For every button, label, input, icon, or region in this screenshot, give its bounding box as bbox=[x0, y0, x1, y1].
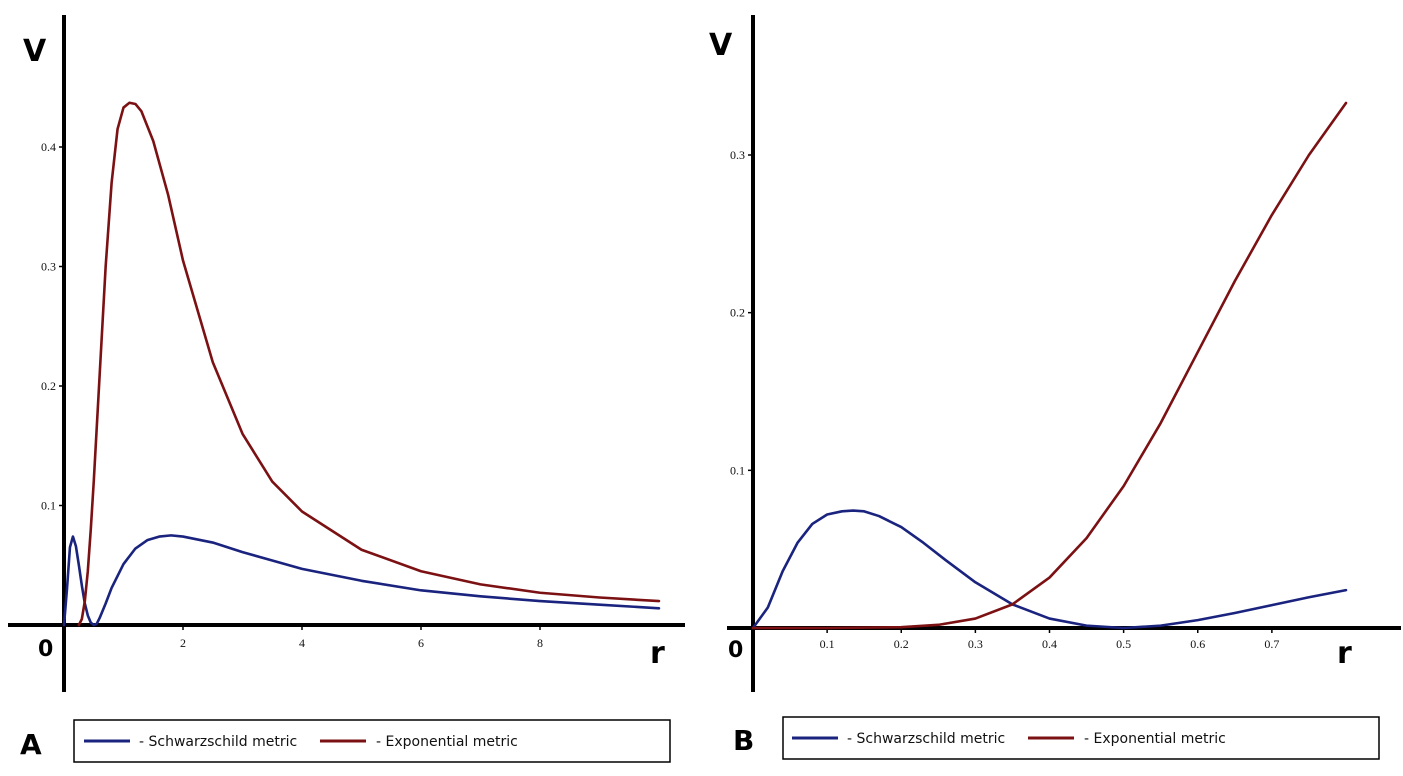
panel-a-y-tick-label: 0.2 bbox=[41, 379, 56, 393]
chart-panel-b: V r 0 0.1 0.2 0.3 0.4 0.5 0.6 0.7 0.10.20.3 B … bbox=[709, 15, 1401, 760]
panel-b-x-tick-label: 0.1 bbox=[820, 637, 835, 651]
panel-a-origin-label: 0 bbox=[38, 637, 53, 662]
panel-b-legend: - Schwarzschild metric - Exponential met… bbox=[782, 716, 1380, 760]
panel-b-x-axis-label: r bbox=[1337, 636, 1352, 671]
panel-b-legend-box bbox=[782, 716, 1380, 760]
panel-b-x-tick-label: 0.5 bbox=[1116, 637, 1131, 651]
panel-a-legend-box bbox=[73, 719, 671, 763]
panel-a-x-tick-label: 6 bbox=[418, 636, 424, 650]
panel-b-x-tick-label: 0.4 bbox=[1042, 637, 1057, 651]
panel-b-y-tick-label: 0.2 bbox=[730, 306, 745, 320]
panel-a-series-exponential-metric bbox=[77, 101, 661, 627]
panel-b-label: B bbox=[733, 724, 754, 757]
panel-a-label: A bbox=[20, 728, 42, 761]
panel-b-x-tick-label: 0.2 bbox=[894, 637, 909, 651]
panel-a-y-tick-label: 0.4 bbox=[41, 140, 56, 154]
panel-b-series bbox=[751, 101, 1348, 630]
panel-a-x-axis-label: r bbox=[650, 636, 665, 671]
panel-a-series-schwarzschild-metric bbox=[62, 534, 661, 627]
panel-a-y-axis-label: V bbox=[23, 34, 47, 69]
panel-a-y-ticks: 0.1 0.2 0.3 0.4 bbox=[41, 140, 64, 513]
panel-a-legend: - Schwarzschild metric - Exponential met… bbox=[73, 719, 671, 763]
panel-a-legend-schwarzschild: - Schwarzschild metric bbox=[139, 734, 297, 750]
panel-b-legend-schwarzschild: - Schwarzschild metric bbox=[847, 731, 1005, 747]
panel-b-series-exponential-metric bbox=[751, 101, 1348, 630]
panel-b-x-tick-label: 0.3 bbox=[968, 637, 983, 651]
panel-a-legend-exponential: - Exponential metric bbox=[376, 734, 518, 750]
panel-a-y-tick-label: 0.3 bbox=[41, 260, 56, 274]
panel-b-y-tick-label: 0.1 bbox=[730, 463, 745, 477]
panel-a-x-tick-label: 2 bbox=[180, 636, 186, 650]
panel-a-x-ticks: 2 4 6 8 bbox=[180, 625, 543, 650]
panel-b-x-tick-label: 0.6 bbox=[1190, 637, 1205, 651]
panel-b-series-schwarzschild-metric bbox=[751, 509, 1348, 630]
panel-b-y-axis-label: V bbox=[709, 28, 733, 63]
panel-a-series bbox=[62, 101, 661, 627]
chart-panel-a: V r 0 2 4 6 8 0.1 0.2 0.3 0.4 A - Schwarzschil… bbox=[8, 15, 685, 763]
panel-a-x-tick-label: 8 bbox=[537, 636, 543, 650]
panel-b-y-ticks: 0.1 0.2 0.3 bbox=[730, 148, 753, 477]
panel-b-y-tick-label: 0.3 bbox=[730, 148, 745, 162]
panel-b-x-tick-label: 0.7 bbox=[1264, 637, 1279, 651]
panel-b-x-ticks: 0.1 0.2 0.3 0.4 0.5 0.6 0.7 bbox=[820, 628, 1279, 651]
panel-b-legend-exponential: - Exponential metric bbox=[1084, 731, 1226, 747]
panel-b-origin-label: 0 bbox=[728, 638, 743, 663]
panel-a-x-tick-label: 4 bbox=[299, 636, 305, 650]
panel-a-y-tick-label: 0.1 bbox=[41, 499, 56, 513]
